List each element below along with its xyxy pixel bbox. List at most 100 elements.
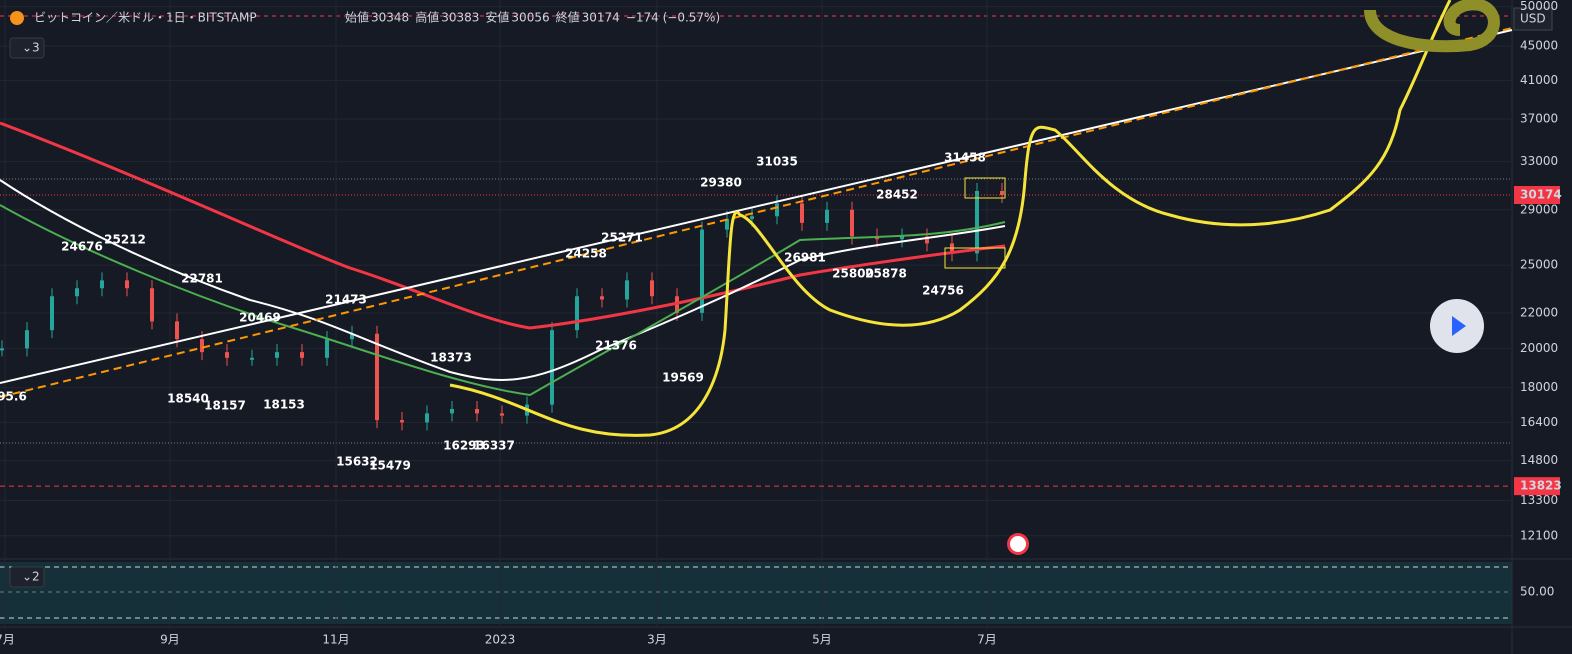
annotation: 31035	[756, 155, 798, 169]
annotation: 25800	[832, 267, 874, 281]
annotation: 24258	[565, 247, 607, 261]
candle	[900, 236, 904, 240]
price-label-text: 30174	[1520, 187, 1562, 201]
candle	[700, 229, 704, 313]
y-tick-label: 25000	[1520, 258, 1558, 272]
ohlc-label: 高値	[415, 10, 439, 25]
candle	[975, 190, 979, 254]
annotation: 16293	[443, 439, 485, 453]
y-tick-label: 50000	[1520, 0, 1558, 13]
candle	[0, 348, 4, 351]
candle	[150, 288, 154, 322]
annotation: 18153	[263, 398, 305, 412]
ohlc-value: 30056	[511, 11, 549, 25]
pane-count: 2	[32, 570, 40, 584]
annotation: 26981	[784, 251, 826, 265]
annotation: 16337	[473, 439, 515, 453]
symbol: ビットコイン／米ドル・1日・BITSTAMP	[34, 11, 257, 25]
annotation: 20469	[239, 311, 281, 325]
y-tick-label: 22000	[1520, 305, 1558, 319]
ohlc-label: 安値	[485, 10, 509, 25]
moving-average	[0, 179, 1006, 381]
candle	[275, 352, 279, 358]
y-tick-label: 45000	[1520, 38, 1558, 52]
candle	[750, 216, 754, 219]
annotation: 24756	[922, 284, 964, 298]
moving-average	[0, 121, 1006, 330]
annotation: 28452	[876, 188, 918, 202]
candle	[600, 296, 604, 300]
candle	[725, 218, 729, 230]
y-tick-label: 41000	[1520, 73, 1558, 87]
annotation: 15479	[369, 459, 411, 473]
x-tick-label: 7月	[977, 633, 997, 647]
y-tick-label: 29000	[1520, 202, 1558, 216]
x-tick-label: 5月	[812, 633, 832, 647]
chevron: ⌄	[22, 41, 32, 55]
price-label: 30174	[1514, 185, 1562, 204]
candle	[375, 333, 379, 421]
annotation: 18540	[167, 392, 209, 406]
annotation: 95.6	[0, 390, 27, 404]
drawing	[1364, 0, 1500, 53]
y-tick-label: 13300	[1520, 493, 1558, 507]
candle	[25, 330, 29, 349]
annotation: 18373	[430, 351, 472, 365]
ohlc-label: 始値	[345, 10, 369, 25]
drawing	[964, 177, 1006, 199]
candle	[325, 339, 329, 358]
candle	[550, 330, 554, 405]
currency: USD	[1520, 12, 1546, 26]
price-label-box	[1514, 477, 1560, 496]
chevron: ⌄	[22, 570, 32, 584]
candle	[1000, 190, 1004, 195]
annotation: 29380	[700, 176, 742, 190]
candle	[575, 296, 579, 331]
drawing	[449, 0, 1452, 437]
candle	[100, 280, 104, 289]
candle	[350, 333, 354, 340]
currency-button[interactable]	[1513, 7, 1553, 31]
candle	[225, 352, 229, 358]
y-tick-label: 12100	[1520, 528, 1558, 542]
price-label-box	[1514, 185, 1560, 204]
x-tick-label: 7月	[0, 633, 15, 647]
annotation: 31458	[944, 151, 986, 165]
x-tick-label: 11月	[322, 633, 349, 647]
y-tick-label: 14800	[1520, 453, 1558, 467]
y-tick-label: 33000	[1520, 154, 1558, 168]
candle	[475, 408, 479, 414]
candle	[125, 280, 129, 289]
annotation: 15632	[336, 455, 378, 469]
annotation: 25212	[104, 233, 146, 247]
annotation: 25271	[601, 231, 643, 245]
price-label: 13823	[1514, 477, 1562, 496]
annotation: 24676	[61, 240, 103, 254]
price-label-text: 13823	[1520, 479, 1562, 493]
plot	[0, 0, 1512, 627]
pane-toggle[interactable]	[9, 37, 45, 59]
play-icon	[1452, 316, 1466, 336]
candle	[850, 209, 854, 237]
y-tick-label: 18000	[1520, 380, 1558, 394]
pane-toggle[interactable]	[9, 566, 45, 588]
candle	[300, 352, 304, 358]
candle	[400, 420, 404, 423]
volume-pane	[0, 562, 1512, 624]
candle	[75, 288, 79, 297]
candle	[200, 339, 204, 353]
y-tick-label: 20000	[1520, 341, 1558, 355]
annotation: 22781	[181, 272, 223, 286]
candle	[50, 296, 54, 331]
candle	[775, 203, 779, 217]
y-tick-label: 37000	[1520, 111, 1558, 125]
candle	[500, 413, 504, 416]
volume-tick-label: 50.00	[1520, 585, 1554, 599]
x-tick-label: 2023	[485, 633, 516, 647]
annotation: 21376	[595, 339, 637, 353]
annotation: 25878	[865, 267, 907, 281]
ohlc: 始値 30348 高値 30383 安値 30056 終値 30174 −174 (−0.57%…	[345, 10, 720, 25]
drawing	[944, 247, 1006, 269]
